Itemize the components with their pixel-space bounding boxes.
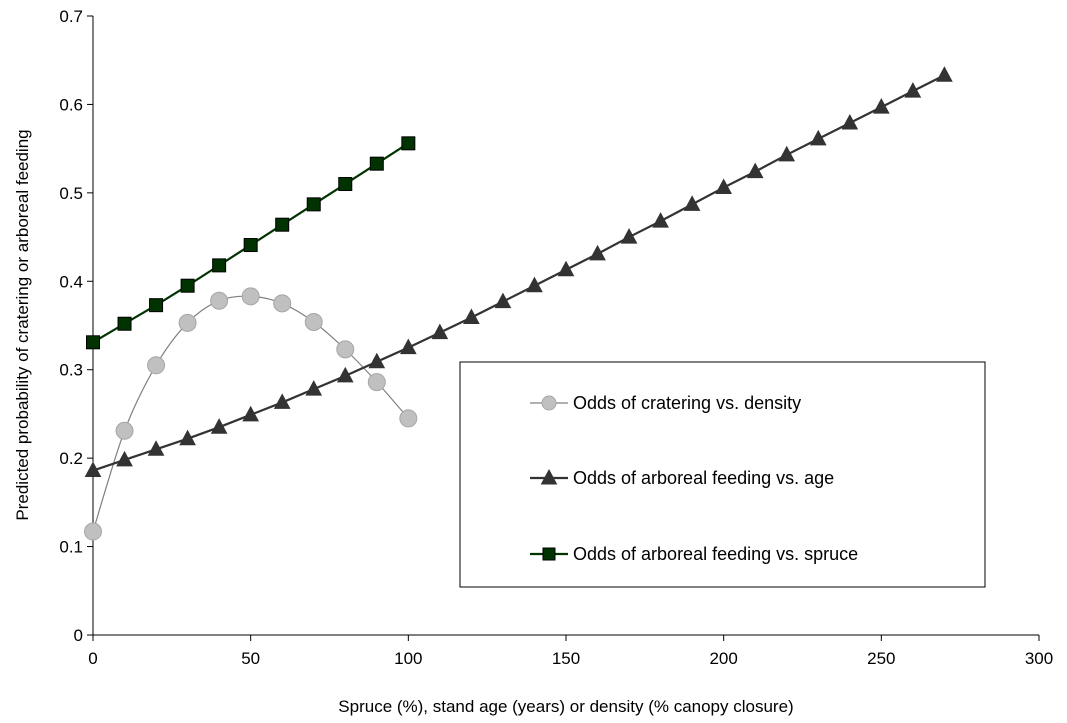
data-point-square [338, 177, 353, 192]
data-point-triangle [841, 113, 859, 130]
data-point-triangle [431, 323, 449, 340]
data-point-triangle [305, 380, 323, 396]
x-tick-label: 150 [552, 649, 580, 668]
x-tick-label: 200 [709, 649, 737, 668]
y-tick-label: 0.2 [59, 449, 83, 468]
y-tick-label: 0.4 [59, 272, 83, 291]
x-tick-label: 300 [1025, 649, 1053, 668]
data-point-square [86, 335, 100, 350]
legend-entry-arboreal-spruce: Odds of arboreal feeding vs. spruce [530, 544, 858, 564]
data-point-circle [336, 340, 355, 359]
data-point-triangle [494, 292, 512, 309]
data-point-circle [147, 356, 166, 375]
data-point-square [117, 316, 132, 331]
x-tick-label: 0 [88, 649, 97, 668]
y-tick-label: 0.7 [59, 7, 83, 26]
data-point-square [243, 238, 258, 253]
data-point-triangle [273, 393, 291, 409]
data-point-triangle [368, 352, 386, 369]
data-point-triangle [746, 162, 764, 179]
legend-entry-arboreal-age: Odds of arboreal feeding vs. age [530, 468, 834, 488]
data-point-square [212, 258, 227, 273]
y-axis-title: Predicted probability of cratering or ar… [13, 129, 32, 520]
data-point-triangle [526, 276, 543, 293]
data-point-triangle [589, 244, 606, 261]
data-point-triangle [557, 260, 575, 277]
data-point-circle [84, 522, 102, 541]
data-point-circle [241, 287, 260, 306]
data-point-triangle [936, 66, 953, 82]
legend: Odds of cratering vs. density Odds of ar… [459, 361, 986, 588]
data-point-triangle [336, 366, 354, 383]
data-point-square [180, 278, 195, 293]
data-point-circle [367, 373, 386, 392]
y-tick-label: 0.6 [59, 95, 83, 114]
data-point-triangle [872, 98, 890, 114]
x-tick-label: 100 [394, 649, 422, 668]
data-point-triangle [210, 418, 228, 434]
y-tick-label: 0 [74, 626, 83, 645]
data-point-square [369, 156, 384, 171]
data-point-circle [399, 409, 418, 428]
series-layer [84, 66, 953, 541]
data-point-circle [210, 291, 229, 310]
x-tick-label: 50 [241, 649, 260, 668]
data-point-square [275, 217, 290, 232]
legend-marker-square [542, 547, 556, 561]
data-point-square [149, 298, 164, 313]
data-point-triangle [778, 145, 796, 162]
series-circle [84, 287, 418, 541]
axes: 0 0.1 0.2 0.3 0.4 0.5 0.6 0.7 0 50 100 150 200 250 300 [59, 7, 1053, 668]
data-point-triangle [399, 338, 417, 355]
data-point-circle [115, 421, 134, 440]
legend-marker-circle [541, 395, 557, 411]
y-tick-label: 0.5 [59, 184, 83, 203]
data-point-triangle [809, 129, 827, 146]
data-point-square [401, 136, 416, 151]
data-point-circle [304, 312, 323, 331]
data-point-circle [178, 313, 197, 332]
legend-label-arboreal-age: Odds of arboreal feeding vs. age [573, 468, 834, 488]
series-square [86, 136, 416, 350]
data-point-triangle [904, 82, 922, 98]
legend-label-cratering-density: Odds of cratering vs. density [573, 393, 801, 413]
data-point-square [306, 197, 321, 212]
legend-marker-triangle [540, 468, 558, 485]
x-tick-label: 250 [867, 649, 895, 668]
data-point-triangle [620, 228, 638, 244]
data-point-triangle [463, 308, 480, 325]
data-point-triangle [147, 440, 165, 456]
data-point-triangle [715, 178, 733, 195]
data-point-triangle [84, 461, 102, 478]
data-point-triangle [242, 405, 260, 422]
y-tick-label: 0.1 [59, 538, 83, 557]
legend-label-arboreal-spruce: Odds of arboreal feeding vs. spruce [573, 544, 858, 564]
series-line [92, 74, 945, 472]
data-point-triangle [652, 212, 669, 228]
data-point-triangle [179, 429, 196, 446]
data-point-circle [273, 294, 292, 313]
data-point-triangle [683, 195, 701, 211]
series-triangle [84, 66, 953, 478]
data-point-triangle [116, 450, 133, 467]
y-tick-label: 0.3 [59, 361, 83, 380]
x-axis-title: Spruce (%), stand age (years) or density… [338, 697, 793, 716]
legend-entry-cratering-density: Odds of cratering vs. density [530, 393, 801, 413]
